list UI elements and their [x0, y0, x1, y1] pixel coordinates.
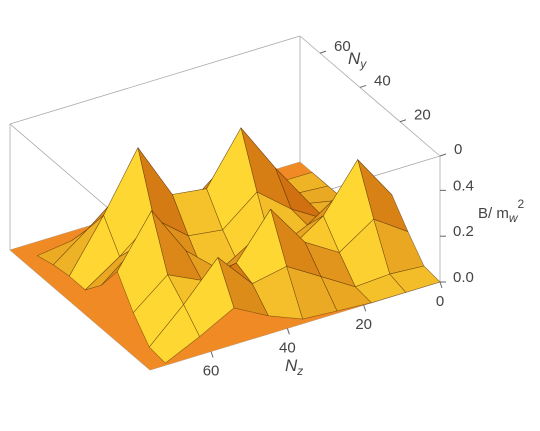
z-label-sub: w [509, 211, 519, 225]
surface-patch [149, 304, 200, 364]
x-label-main: N [285, 356, 298, 375]
z-label-sup: 2 [518, 197, 525, 211]
y-tick [319, 50, 327, 54]
x-tick-label: 60 [203, 362, 220, 379]
x-tick-label: 0 [436, 293, 444, 310]
y-tick-label: 60 [334, 38, 351, 55]
x-tick [210, 351, 214, 358]
y-tick-label: 0 [454, 141, 462, 158]
y-tick-label: 20 [414, 107, 431, 124]
y-label-main: N [348, 49, 361, 68]
x-label-sub: z [296, 364, 303, 378]
y-label-sub: y [359, 57, 367, 71]
y-axis-label: Ny [348, 49, 367, 71]
axes: Nz Ny B/ mw2 0 20 40 60 0 20 40 60 0.0 0.2 0.4 [203, 38, 525, 379]
x-tick-label: 20 [355, 316, 372, 333]
z-axis-label: B/ mw2 [478, 197, 525, 225]
box-edge [9, 35, 301, 125]
y-tick [399, 119, 407, 123]
y-tick [439, 153, 447, 157]
surface [36, 127, 441, 364]
y-tick [359, 84, 367, 88]
z-label-main: B/ m [478, 205, 509, 222]
z-tick-label: 0.0 [453, 269, 474, 286]
x-tick-label: 40 [279, 339, 296, 356]
x-axis-label: Nz [285, 356, 303, 378]
z-tick-label: 0.2 [453, 223, 474, 240]
x-tick [286, 328, 290, 335]
x-tick [439, 281, 443, 289]
y-tick-label: 40 [374, 72, 391, 89]
x-tick [363, 304, 367, 312]
box-edge [299, 35, 441, 157]
z-tick-label: 0.4 [453, 177, 474, 194]
